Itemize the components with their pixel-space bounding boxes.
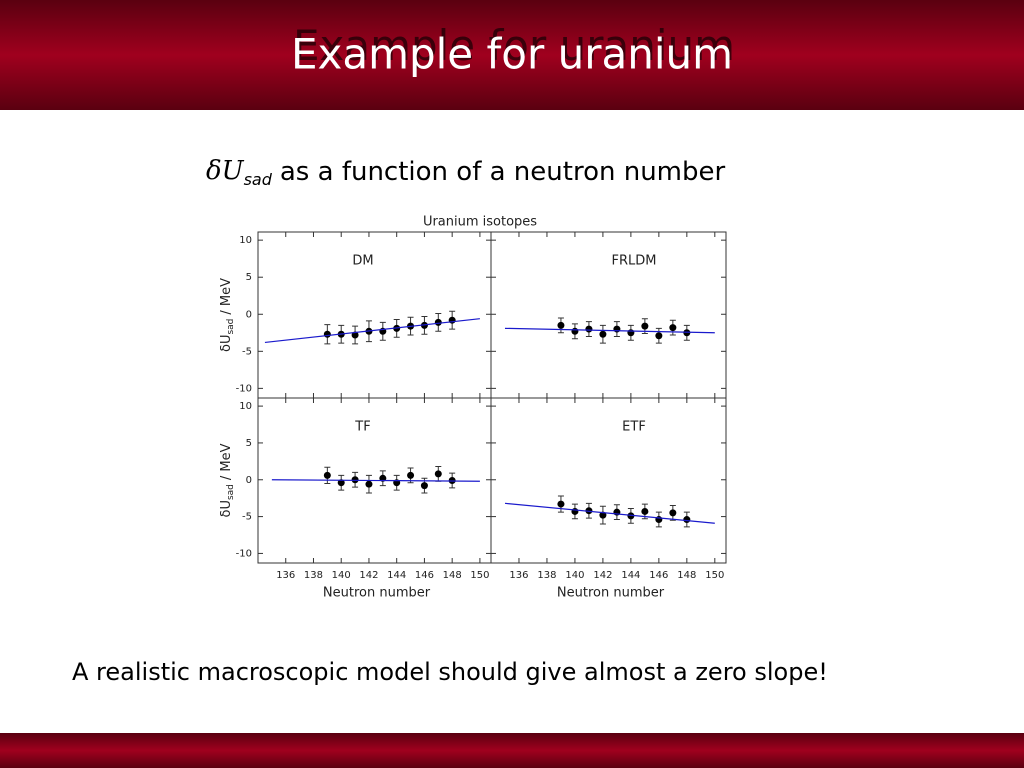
y-tick-label: 0: [246, 475, 252, 486]
y-tick-label: -5: [242, 346, 252, 357]
footer-band: [0, 733, 1024, 768]
x-tick-label: 146: [415, 570, 434, 581]
data-point: [641, 322, 649, 330]
y-tick-label: 5: [246, 438, 252, 449]
y-tick-label: -5: [242, 512, 252, 523]
y-tick-label: 10: [239, 401, 252, 412]
x-tick-label: 142: [593, 570, 612, 581]
y-tick-label: 10: [239, 235, 252, 246]
data-point: [641, 507, 649, 515]
fit-line: [504, 502, 715, 524]
data-point: [613, 325, 621, 333]
x-tick-label: 138: [304, 570, 323, 581]
header-band: [0, 0, 1024, 110]
panel-frame: [490, 231, 727, 399]
data-point: [434, 318, 442, 326]
subtitle-symbol: δU: [206, 156, 245, 186]
panel-title: TF: [354, 420, 370, 435]
data-point: [571, 507, 579, 515]
x-tick-label: 146: [649, 570, 668, 581]
fit-line: [271, 479, 480, 482]
note: A realistic macroscopic model should giv…: [72, 658, 828, 686]
x-tick-label: 148: [443, 570, 462, 581]
x-axis-label: Neutron number: [323, 586, 431, 601]
subtitle-text: as a function of a neutron number: [280, 157, 726, 187]
y-tick-label: 5: [246, 272, 252, 283]
x-tick-label: 150: [705, 570, 724, 581]
panel: 136 138 140 142 144 146 148 150 ETF Neutron numbe…: [490, 397, 727, 601]
panel: -10 -5 0 5 10 136 138 140 142 144 146 148 150 TF Neutr…: [219, 397, 492, 601]
x-tick-label: 140: [332, 570, 351, 581]
panel-title: ETF: [622, 420, 646, 435]
data-point: [599, 330, 607, 338]
figure-title: Uranium isotopes: [423, 215, 537, 230]
x-tick-label: 150: [470, 570, 489, 581]
data-point: [323, 330, 331, 338]
data-point: [365, 480, 373, 488]
slide-title: Example for uranium: [291, 30, 733, 79]
panel-frame: [490, 397, 727, 564]
x-tick-label: 144: [621, 570, 640, 581]
x-tick-label: 140: [565, 570, 584, 581]
panel: -10 -5 0 5 10 DM δUsad / MeV: [219, 231, 492, 399]
y-axis-label-main: δU: [219, 335, 234, 352]
panel-title: FRLDM: [612, 254, 657, 269]
y-axis-label-unit: / MeV: [219, 443, 234, 480]
y-axis-label: δUsad / MeV: [219, 443, 236, 517]
data-point: [683, 516, 691, 524]
data-point: [571, 327, 579, 335]
x-axis-label: Neutron number: [557, 586, 665, 601]
x-tick-label: 142: [359, 570, 378, 581]
subtitle-subscript: sad: [244, 170, 273, 189]
data-point: [585, 325, 593, 333]
y-axis-label-subscript: sad: [226, 484, 236, 500]
subtitle: δUsad as a function of a neutron number: [206, 156, 726, 189]
y-axis-label: δUsad / MeV: [219, 278, 236, 352]
y-tick-label: 0: [246, 309, 252, 320]
data-point: [669, 509, 677, 517]
data-point: [337, 479, 345, 487]
fit-line: [504, 327, 715, 334]
data-point: [323, 471, 331, 479]
data-point: [557, 500, 565, 508]
y-axis-label-subscript: sad: [226, 319, 236, 335]
y-axis-label-unit: / MeV: [219, 278, 234, 315]
data-point: [655, 332, 663, 340]
x-tick-label: 138: [537, 570, 556, 581]
x-tick-label: 144: [387, 570, 406, 581]
y-tick-label: -10: [236, 383, 252, 394]
y-axis-label-main: δU: [219, 500, 234, 517]
title-shadow: Example for uranium: [293, 21, 735, 70]
x-tick-label: 136: [509, 570, 528, 581]
y-tick-label: -10: [236, 548, 252, 559]
data-point: [669, 324, 677, 332]
data-point: [434, 470, 442, 478]
data-point: [557, 321, 565, 329]
data-point: [407, 471, 415, 479]
x-tick-label: 148: [677, 570, 696, 581]
fit-line: [264, 318, 480, 344]
data-point: [627, 329, 635, 337]
data-point: [420, 482, 428, 490]
panel-title: DM: [352, 254, 373, 269]
x-tick-label: 136: [276, 570, 295, 581]
panel-frame: [257, 231, 492, 399]
panel: FRLDM: [490, 231, 727, 399]
